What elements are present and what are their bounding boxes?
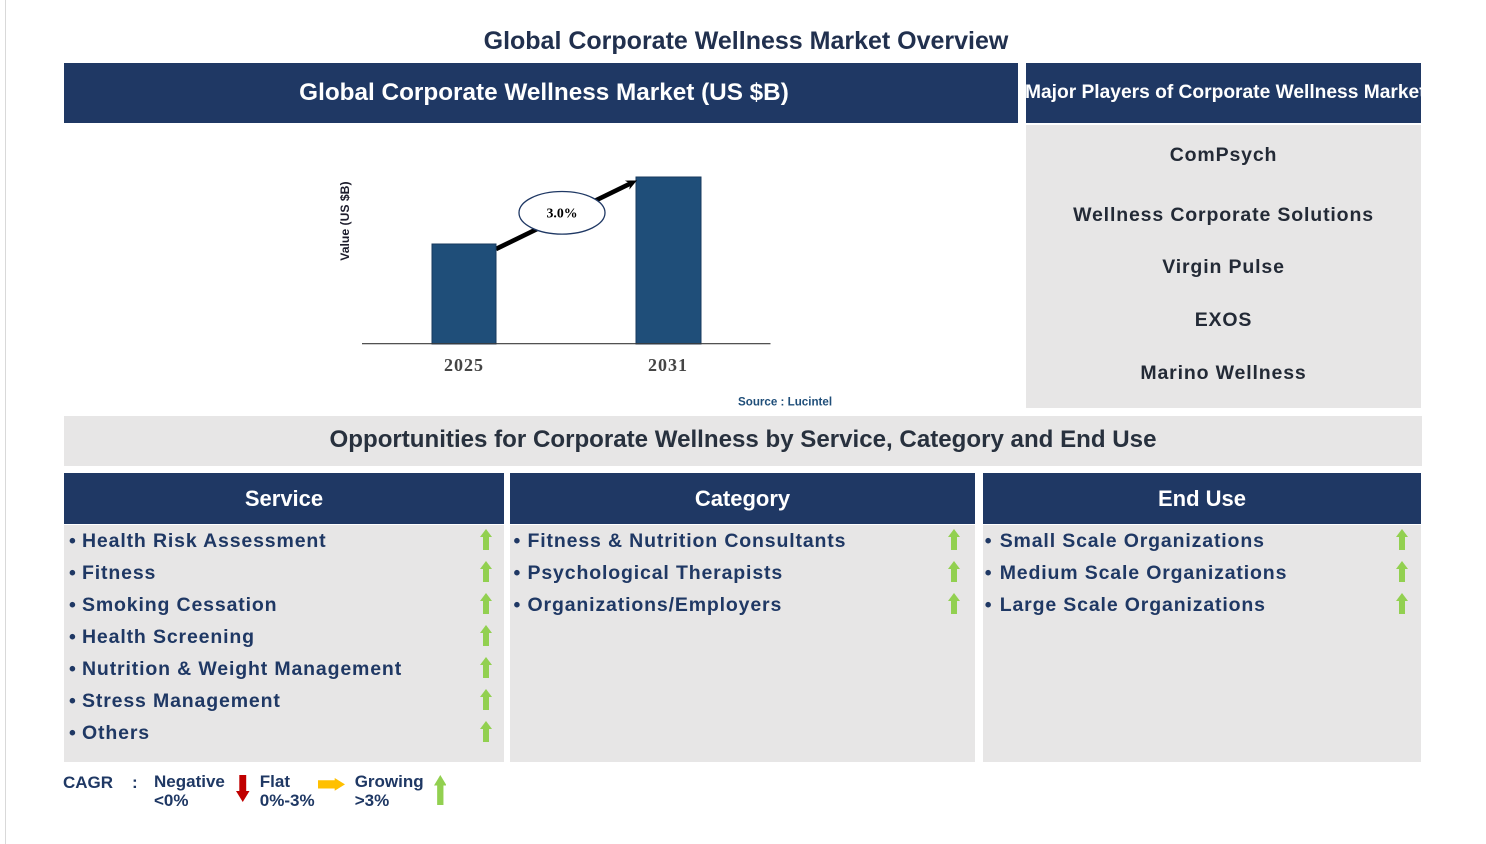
svg-text:3.0%: 3.0%	[546, 206, 577, 221]
svg-text:2025: 2025	[444, 355, 484, 375]
svg-text:Value (US $B): Value (US $B)	[338, 181, 352, 260]
svg-text:Source : Lucintel: Source : Lucintel	[738, 396, 832, 409]
svg-text:2031: 2031	[648, 355, 688, 375]
